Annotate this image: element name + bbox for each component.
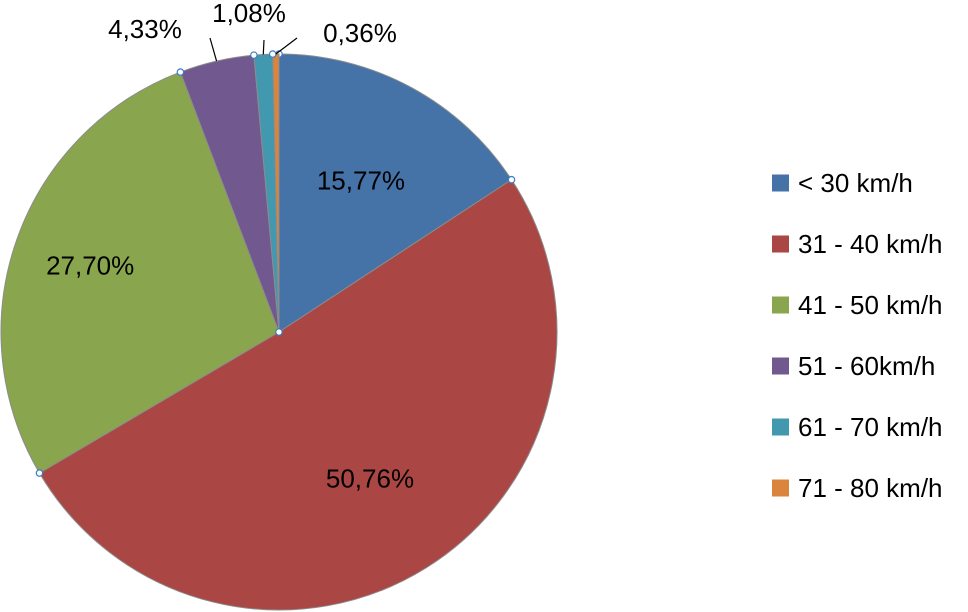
slice-handle (507, 175, 516, 184)
slice-handle (250, 51, 258, 59)
pie-slices (0, 50, 558, 611)
leader-lines (209, 37, 298, 62)
leader-line (209, 37, 218, 62)
legend-swatch (772, 174, 789, 192)
slice-label: 15,77% (317, 165, 405, 195)
center-handle (275, 328, 283, 336)
pie-slice (38, 178, 558, 611)
slice-handle (268, 50, 277, 58)
data-labels: 15,77% 50,76% 27,70% 4,33% 1,08% 0,36% (46, 0, 414, 493)
legend-swatch (772, 235, 789, 253)
slice-label: 50,76% (326, 463, 414, 493)
leader-line (275, 37, 298, 55)
legend-label: 51 - 60km/h (798, 351, 935, 381)
legend-label: 31 - 40 km/h (798, 229, 943, 259)
legend-swatch (772, 418, 789, 436)
slice-label: 0,36% (323, 18, 397, 48)
legend: < 30 km/h 31 - 40 km/h 41 - 50 km/h 51 - 60… (772, 168, 943, 503)
legend-label: 61 - 70 km/h (798, 412, 943, 442)
slice-handle (176, 68, 185, 76)
legend-swatch (772, 296, 789, 314)
legend-label: 41 - 50 km/h (798, 290, 943, 320)
legend-label: 71 - 80 km/h (798, 473, 943, 503)
leader-line (262, 39, 265, 55)
legend-swatch (772, 357, 789, 375)
legend-swatch (772, 479, 789, 497)
legend-label: < 30 km/h (798, 168, 913, 198)
slice-label: 27,70% (46, 251, 134, 281)
slice-label: 1,08% (212, 0, 286, 28)
slice-handle (35, 469, 44, 477)
pie-slice (0, 71, 280, 474)
pie-slice (278, 53, 513, 333)
slice-label: 4,33% (108, 14, 182, 44)
